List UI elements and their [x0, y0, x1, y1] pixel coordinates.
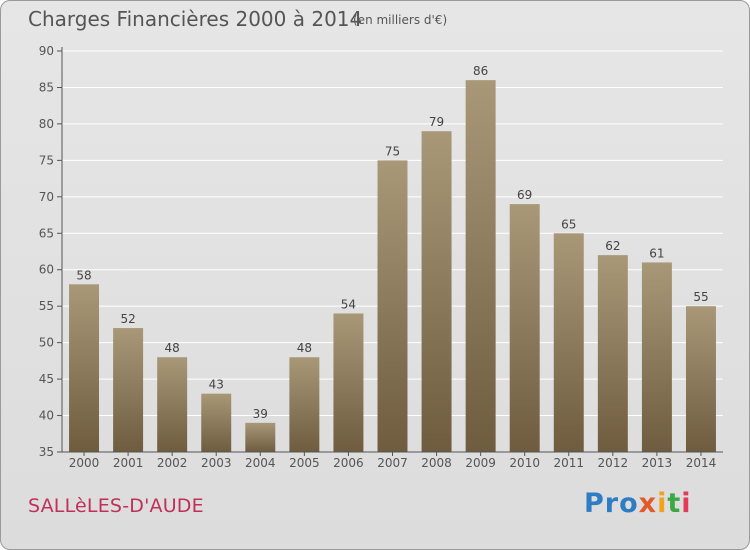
bar-value-label: 86 [473, 64, 488, 78]
x-tick-label: 2014 [686, 456, 717, 470]
bar [641, 262, 672, 452]
y-tick-label: 40 [39, 409, 54, 423]
bar [201, 393, 232, 452]
bar-value-label: 75 [385, 144, 400, 158]
y-tick-label: 55 [39, 299, 54, 313]
logo-part: x [638, 488, 658, 519]
x-tick-label: 2003 [201, 456, 232, 470]
bar-value-label: 48 [165, 341, 180, 355]
y-tick-label: 80 [39, 117, 54, 131]
logo-part: i [657, 488, 668, 519]
chart-title: Charges Financières 2000 à 2014 [28, 7, 363, 31]
bar [289, 357, 320, 452]
bar-value-label: 43 [209, 378, 224, 392]
commune-name: SALLèLES-D'AUDE [28, 495, 204, 517]
logo-part: Pro [584, 488, 639, 519]
logo-part: i [681, 488, 692, 519]
x-tick-label: 2010 [509, 456, 540, 470]
x-tick-label: 2013 [642, 456, 673, 470]
y-tick-label: 60 [39, 263, 54, 277]
x-tick-label: 2007 [377, 456, 408, 470]
y-tick-label: 50 [39, 336, 54, 350]
bar [113, 328, 144, 452]
x-tick-label: 2009 [465, 456, 496, 470]
bar [421, 131, 452, 452]
x-tick-label: 2005 [289, 456, 320, 470]
x-tick-label: 2012 [598, 456, 629, 470]
x-tick-label: 2001 [113, 456, 144, 470]
bar-value-label: 55 [693, 290, 708, 304]
bar [333, 313, 364, 452]
y-tick-label: 75 [39, 153, 54, 167]
bar-value-label: 62 [605, 239, 620, 253]
bar-value-label: 39 [253, 407, 268, 421]
bar-value-label: 58 [76, 268, 91, 282]
y-tick-label: 35 [39, 445, 54, 459]
bar [509, 204, 540, 452]
x-tick-label: 2008 [421, 456, 452, 470]
proxiti-logo: Proxiti [584, 488, 692, 519]
logo-part: t [667, 488, 682, 519]
bar [377, 160, 408, 452]
bar [685, 306, 716, 452]
bar-value-label: 52 [120, 312, 135, 326]
x-tick-label: 2000 [69, 456, 100, 470]
chart-unit-note: (en milliers d'€) [353, 13, 448, 27]
bar [553, 233, 584, 452]
y-tick-label: 45 [39, 372, 54, 386]
bar-value-label: 48 [297, 341, 312, 355]
bar-value-label: 79 [429, 115, 444, 129]
y-tick-label: 90 [39, 44, 54, 58]
y-tick-label: 70 [39, 190, 54, 204]
x-tick-label: 2002 [157, 456, 188, 470]
bar-value-label: 69 [517, 188, 532, 202]
x-tick-label: 2011 [553, 456, 584, 470]
bar [465, 80, 496, 452]
bar [69, 284, 100, 452]
bar-value-label: 61 [649, 246, 664, 260]
bar [157, 357, 188, 452]
bar [245, 422, 276, 452]
x-tick-label: 2004 [245, 456, 276, 470]
y-tick-label: 85 [39, 80, 54, 94]
bar-value-label: 65 [561, 217, 576, 231]
x-tick-label: 2006 [333, 456, 364, 470]
bar [597, 255, 628, 452]
y-tick-label: 65 [39, 226, 54, 240]
bar-value-label: 54 [341, 297, 356, 311]
